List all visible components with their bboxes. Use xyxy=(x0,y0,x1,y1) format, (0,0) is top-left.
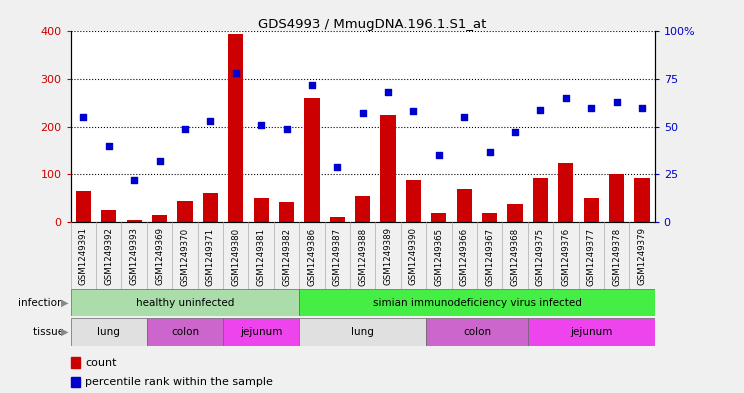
Bar xyxy=(228,34,243,222)
Text: GSM1249390: GSM1249390 xyxy=(409,228,418,285)
Point xyxy=(179,125,191,132)
Bar xyxy=(71,289,299,316)
Text: GSM1249382: GSM1249382 xyxy=(282,228,291,286)
Bar xyxy=(126,220,142,222)
Point xyxy=(306,82,318,88)
Bar xyxy=(635,178,650,222)
Bar xyxy=(152,215,167,222)
Text: tissue: tissue xyxy=(33,327,67,337)
Point xyxy=(509,129,521,136)
Point xyxy=(255,122,267,128)
Bar xyxy=(558,163,574,222)
Text: GSM1249366: GSM1249366 xyxy=(460,228,469,286)
Text: ▶: ▶ xyxy=(61,298,68,308)
Bar xyxy=(71,318,147,346)
Text: GSM1249365: GSM1249365 xyxy=(434,228,443,286)
Point xyxy=(280,125,292,132)
Text: GSM1249392: GSM1249392 xyxy=(104,228,113,285)
Text: GSM1249393: GSM1249393 xyxy=(129,228,138,285)
Bar xyxy=(177,200,193,222)
Point xyxy=(230,70,242,77)
Text: GSM1249381: GSM1249381 xyxy=(257,228,266,286)
Bar xyxy=(71,357,80,368)
Point xyxy=(408,108,420,115)
Text: GSM1249367: GSM1249367 xyxy=(485,228,494,286)
Bar xyxy=(426,318,527,346)
Bar xyxy=(147,318,223,346)
Point xyxy=(77,114,89,120)
Point xyxy=(433,152,445,158)
Text: healthy uninfected: healthy uninfected xyxy=(135,298,234,308)
Point xyxy=(331,163,343,170)
Bar xyxy=(583,198,599,222)
Text: GSM1249380: GSM1249380 xyxy=(231,228,240,286)
Text: jejunum: jejunum xyxy=(570,327,612,337)
Text: GSM1249386: GSM1249386 xyxy=(307,228,316,286)
Text: GSM1249379: GSM1249379 xyxy=(638,228,647,285)
Text: GSM1249378: GSM1249378 xyxy=(612,228,621,286)
Point xyxy=(205,118,217,124)
Text: simian immunodeficiency virus infected: simian immunodeficiency virus infected xyxy=(373,298,581,308)
Bar xyxy=(279,202,294,222)
Text: ▶: ▶ xyxy=(61,327,68,337)
Text: GSM1249389: GSM1249389 xyxy=(384,228,393,285)
Point xyxy=(534,107,546,113)
Text: GSM1249375: GSM1249375 xyxy=(536,228,545,286)
Bar xyxy=(507,204,523,222)
Text: GDS4993 / MmugDNA.196.1.S1_at: GDS4993 / MmugDNA.196.1.S1_at xyxy=(258,18,486,31)
Point xyxy=(636,105,648,111)
Bar xyxy=(299,318,426,346)
Bar xyxy=(299,289,655,316)
Text: colon: colon xyxy=(463,327,491,337)
Text: percentile rank within the sample: percentile rank within the sample xyxy=(86,377,273,387)
Bar xyxy=(254,198,269,222)
Bar xyxy=(71,376,80,387)
Point xyxy=(560,95,572,101)
Point xyxy=(103,143,115,149)
Bar xyxy=(304,98,319,222)
Bar xyxy=(527,318,655,346)
Text: GSM1249369: GSM1249369 xyxy=(155,228,164,285)
Point xyxy=(484,149,496,155)
Bar xyxy=(76,191,91,222)
Bar xyxy=(101,210,116,222)
Point xyxy=(382,89,394,95)
Point xyxy=(458,114,470,120)
Text: GSM1249376: GSM1249376 xyxy=(561,228,571,286)
Text: jejunum: jejunum xyxy=(240,327,282,337)
Text: GSM1249391: GSM1249391 xyxy=(79,228,88,285)
Text: lung: lung xyxy=(97,327,121,337)
Bar xyxy=(533,178,548,222)
Bar xyxy=(330,217,345,222)
Text: colon: colon xyxy=(171,327,199,337)
Bar xyxy=(380,115,396,222)
Text: infection: infection xyxy=(18,298,67,308)
Bar xyxy=(355,196,371,222)
Text: lung: lung xyxy=(351,327,374,337)
Text: GSM1249388: GSM1249388 xyxy=(358,228,368,286)
Point xyxy=(128,177,140,183)
Bar xyxy=(406,180,421,222)
Bar xyxy=(482,213,497,222)
Point xyxy=(611,99,623,105)
Bar xyxy=(609,174,624,222)
Text: count: count xyxy=(86,358,117,367)
Text: GSM1249387: GSM1249387 xyxy=(333,228,341,286)
Bar xyxy=(223,318,299,346)
Point xyxy=(153,158,165,164)
Text: GSM1249368: GSM1249368 xyxy=(510,228,519,286)
Bar xyxy=(432,213,446,222)
Point xyxy=(586,105,597,111)
Text: GSM1249371: GSM1249371 xyxy=(206,228,215,286)
Bar xyxy=(457,189,472,222)
Bar xyxy=(202,193,218,222)
Text: GSM1249377: GSM1249377 xyxy=(587,228,596,286)
Point xyxy=(357,110,369,117)
Text: GSM1249370: GSM1249370 xyxy=(181,228,190,286)
